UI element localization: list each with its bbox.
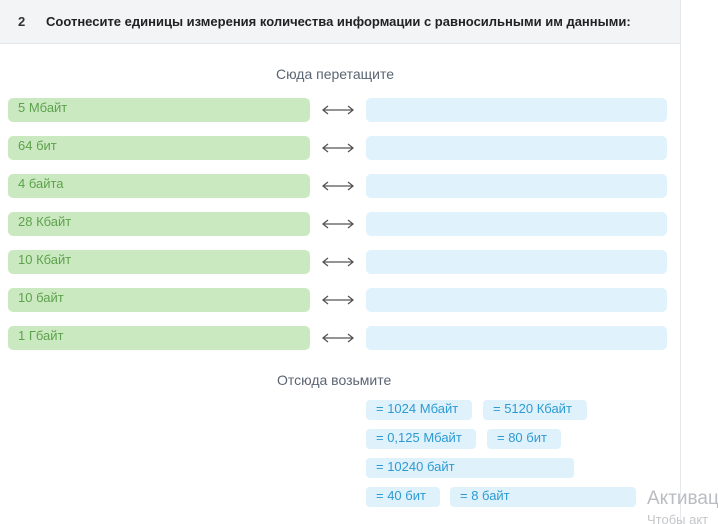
match-row: 10 Кбайт	[0, 250, 680, 274]
double-arrow-icon	[321, 219, 355, 229]
drop-zone[interactable]	[366, 288, 667, 312]
drop-zone[interactable]	[366, 174, 667, 198]
panel-divider	[680, 0, 681, 524]
option-chip[interactable]: = 5120 Кбайт	[483, 400, 587, 420]
drop-zone[interactable]	[366, 212, 667, 236]
take-from-here-label: Отсюда возьмите	[277, 372, 392, 388]
option-chip[interactable]: = 1024 Мбайт	[366, 400, 472, 420]
double-arrow-icon	[321, 295, 355, 305]
match-row: 28 Кбайт	[0, 212, 680, 236]
double-arrow-icon	[321, 181, 355, 191]
option-chip[interactable]: = 10240 байт	[366, 458, 574, 478]
option-chip[interactable]: = 8 байт	[450, 487, 636, 507]
question-text: Соотнесите единицы измерения количества …	[46, 14, 631, 29]
left-item[interactable]: 4 байта	[8, 174, 310, 198]
match-row: 64 бит	[0, 136, 680, 160]
left-item[interactable]: 1 Гбайт	[8, 326, 310, 350]
match-row: 4 байта	[0, 174, 680, 198]
option-chip[interactable]: = 40 бит	[366, 487, 440, 507]
left-item[interactable]: 10 Кбайт	[8, 250, 310, 274]
left-item[interactable]: 64 бит	[8, 136, 310, 160]
left-item[interactable]: 10 байт	[8, 288, 310, 312]
double-arrow-icon	[321, 105, 355, 115]
drop-zone[interactable]	[366, 326, 667, 350]
match-row: 1 Гбайт	[0, 326, 680, 350]
double-arrow-icon	[321, 143, 355, 153]
drop-here-label: Сюда перетащите	[276, 66, 395, 82]
option-chip[interactable]: = 0,125 Мбайт	[366, 429, 476, 449]
activation-watermark-title: Активац	[647, 488, 718, 509]
left-item[interactable]: 28 Кбайт	[8, 212, 310, 236]
double-arrow-icon	[321, 333, 355, 343]
drop-zone[interactable]	[366, 250, 667, 274]
match-row: 10 байт	[0, 288, 680, 312]
option-chip[interactable]: = 80 бит	[487, 429, 561, 449]
activation-watermark-subtitle: Чтобы акт	[647, 512, 709, 524]
question-number: 2	[18, 14, 26, 29]
drop-zone[interactable]	[366, 136, 667, 160]
double-arrow-icon	[321, 257, 355, 267]
question-header: 2 Соотнесите единицы измерения количеств…	[0, 0, 680, 44]
drop-zone[interactable]	[366, 98, 667, 122]
match-row: 5 Мбайт	[0, 98, 680, 122]
left-item[interactable]: 5 Мбайт	[8, 98, 310, 122]
